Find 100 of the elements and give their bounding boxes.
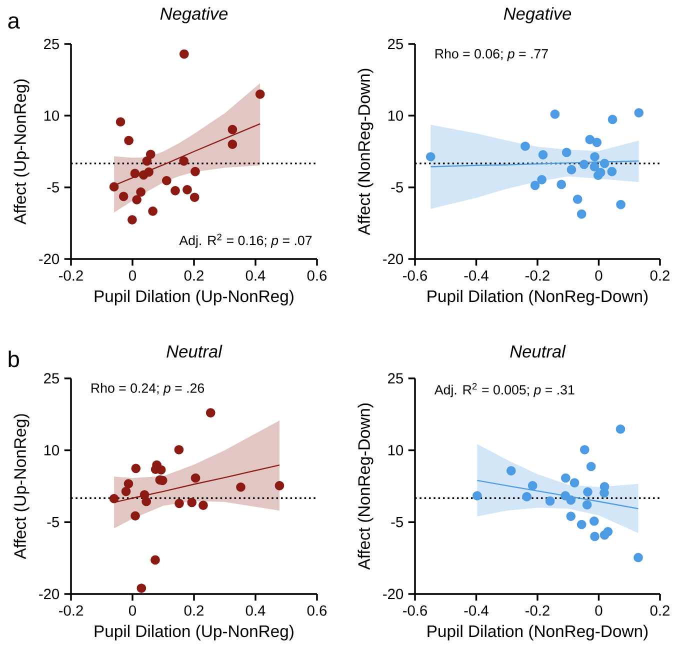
point [132,195,142,204]
annotation: Adj. R$^{2}$ = 0.005; p = .31 [434,383,574,398]
y-tick-label: 25 [388,373,403,384]
point [590,532,600,542]
y-tick-label: -5 [391,516,403,528]
x-tick-label: 0 [128,605,136,616]
point [124,136,134,146]
chart-title: Neutral [510,344,566,358]
point [255,89,265,99]
point [206,408,216,418]
x-tick-label: -0.6 [403,270,427,281]
y-tick-label: -20 [39,254,60,264]
point [582,500,592,510]
point [170,186,180,196]
y-axis-title: Affect (NonReg-Down) [358,404,374,570]
point [566,164,576,174]
x-tick-label: -0.2 [59,270,83,281]
x-tick-label: 0 [128,270,136,281]
point [576,520,586,530]
y-tick-label: -5 [47,182,59,192]
point [118,192,128,202]
x-tick-label: 0 [595,605,602,616]
point [556,180,566,190]
y-tick-label: -20 [383,254,404,264]
point [562,148,572,158]
x-tick-label: -0.2 [526,270,550,281]
point [116,117,126,127]
point [174,445,184,454]
point [274,481,284,490]
x-tick-label: 0.4 [246,605,266,616]
point [109,494,119,504]
y-tick-label: 10 [388,445,404,456]
point [121,486,131,496]
point [600,158,610,168]
point [131,464,141,474]
point [190,473,200,483]
point [228,124,238,134]
annotation: Adj. R$^{2}$ = 0.16; p = .07 [179,234,312,248]
point [426,152,436,162]
chart-title: Neutral [166,344,222,358]
point [589,516,599,526]
y-axis-title: Affect (Up-NonReg) [14,80,30,224]
point [550,110,560,119]
y-tick-label: 25 [44,38,59,50]
point [580,445,590,454]
x-tick-label: -0.4 [464,605,488,616]
y-tick-label: -5 [391,182,403,192]
x-tick-label: 0.4 [246,270,266,281]
point [150,555,160,565]
y-tick-label: 10 [388,110,404,121]
x-tick-label: 0.2 [650,605,670,616]
point [179,49,189,59]
point [570,478,580,488]
point [190,166,200,176]
y-tick-label: 25 [388,38,403,50]
point [472,491,482,500]
point [148,206,158,216]
y-tick-label: 10 [44,445,60,456]
point [124,479,134,488]
point [528,481,538,490]
point [634,552,643,562]
x-tick-label: -0.4 [464,270,488,281]
point [190,192,200,202]
y-tick-label: 25 [44,373,59,384]
point [187,498,197,508]
y-tick-label: 10 [44,110,60,121]
point [136,584,146,593]
point [538,150,548,160]
y-axis-title: Affect (NonReg-Down) [358,68,374,236]
point [590,152,600,162]
point [545,496,555,506]
y-axis-title: Affect (Up-NonReg) [14,414,30,560]
point [182,185,192,194]
point [634,108,644,118]
point [156,465,166,475]
y-tick-label: -5 [47,516,59,528]
x-tick-label: -0.2 [526,605,550,616]
x-tick-label: 0.6 [307,270,327,281]
x-tick-label: 0.2 [184,605,204,616]
point [522,492,532,502]
point [198,500,208,510]
x-axis-title: Pupil Dilation (Up-NonReg) [94,290,294,306]
text: b [8,350,19,368]
point [607,166,617,176]
point [537,175,546,184]
point [585,134,595,144]
point [136,187,146,197]
point [142,496,152,506]
point [566,512,576,522]
point [162,176,172,186]
point [579,160,589,170]
point [128,215,137,224]
point [616,200,626,210]
point [616,424,626,434]
point [530,180,540,190]
point [603,527,613,536]
point [236,482,246,492]
x-tick-label: 0 [595,270,602,281]
y-tick-label: -20 [39,588,60,600]
x-tick-label: -0.2 [59,605,83,616]
